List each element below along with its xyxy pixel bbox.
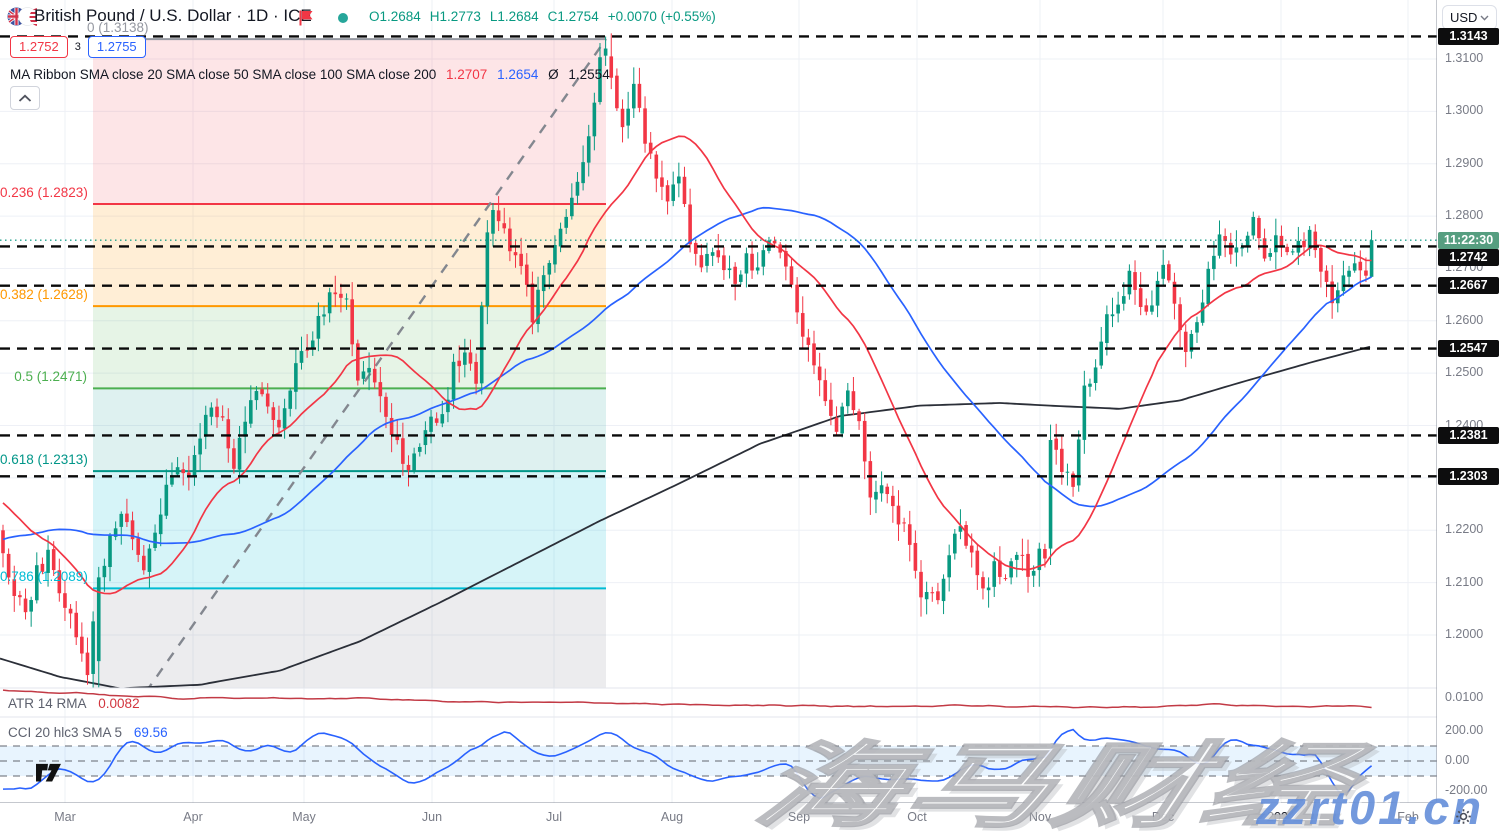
fib-level-label: 0.5 (1.2471) (14, 369, 87, 385)
price-scale-label: 1.3000 (1445, 103, 1484, 118)
ohlc-change: +0.0070 (+0.55%) (607, 9, 716, 24)
chevron-up-icon (18, 94, 32, 102)
atr-scale-label: 0.0100 (1445, 690, 1484, 704)
gbpusd-pair-icon[interactable] (7, 7, 37, 26)
currency-selector[interactable]: USD (1442, 5, 1497, 30)
price-level-label: 1.2667 (1438, 277, 1499, 295)
time-axis-label: Jun (421, 810, 443, 824)
ohlc-low: L1.2684 (489, 9, 539, 24)
ma-ribbon-sma20-value: 1.2707 (446, 67, 488, 82)
ohlc-open: O1.2684 (369, 9, 421, 24)
time-axis-label: Dec (1151, 810, 1175, 824)
order-price-row: 1.2752 3 1.2755 (10, 36, 146, 58)
time-axis-label: 2024 (1267, 810, 1295, 824)
ma-ribbon-legend[interactable]: MA Ribbon SMA close 20 SMA close 50 SMA … (10, 67, 616, 82)
time-axis-label: Jul (546, 810, 562, 824)
ma-ribbon-sma50-value: 1.2654 (497, 67, 539, 82)
flag-icon[interactable] (297, 9, 315, 27)
price-level-label: 1.2547 (1438, 340, 1499, 358)
ohlc-readout: O1.2684 H1.2773 L1.2684 C1.2754 +0.0070 … (369, 9, 716, 24)
price-scale-label: 1.2000 (1445, 626, 1484, 641)
atr-pane-legend[interactable]: ATR 14 RMA 0.0082 (8, 696, 140, 711)
cci-scale-label: -200.00 (1445, 783, 1488, 797)
atr-label: ATR 14 RMA (8, 696, 87, 711)
time-axis-label: Aug (660, 810, 684, 824)
ohlc-high: H1.2773 (429, 9, 481, 24)
legend-collapse-button[interactable] (10, 86, 40, 110)
ma-ribbon-avg-prefix: Ø (548, 67, 559, 82)
cci-value: 69.56 (133, 725, 168, 740)
price-level-label: 1.3143 (1438, 27, 1499, 45)
price-scale-label: 1.2800 (1445, 208, 1484, 223)
sell-price-tag[interactable]: 1.2752 (10, 36, 68, 58)
price-scale-label: 1.2200 (1445, 522, 1484, 537)
countdown-label: 11:22:30 (1438, 231, 1499, 249)
time-axis-label: Mar (54, 810, 76, 824)
time-axis-label: Sep (787, 810, 811, 824)
price-scale-label: 1.2500 (1445, 365, 1484, 380)
atr-value: 0.0082 (98, 696, 140, 711)
settings-gear-icon[interactable] (1455, 808, 1472, 825)
time-axis[interactable]: Mar Apr May Jun Jul Aug Sep Oct Nov Dec 2024 Feb (0, 803, 1501, 835)
price-scale-label: 1.2900 (1445, 155, 1484, 170)
price-level-label: 1.2381 (1438, 426, 1499, 444)
price-scale[interactable]: USD 1.3100 1.3000 1.2900 1.2800 1.2700 1.2600… (1437, 0, 1501, 803)
fib-level-label: 0.382 (1.2628) (0, 287, 88, 303)
fib-level-label: 0 (1.3138) (87, 20, 149, 36)
cci-pane-legend[interactable]: CCI 20 hlc3 SMA 5 69.56 (8, 725, 168, 740)
ma-ribbon-avg-value: 1.2554 (568, 67, 610, 82)
ma-ribbon-title: MA Ribbon SMA close 20 SMA close 50 SMA … (10, 67, 437, 82)
time-axis-label: Oct (907, 810, 927, 824)
fib-level-label: 0.618 (1.2313) (0, 452, 88, 468)
fib-level-label: 0.786 (1.2089) (0, 569, 88, 585)
price-scale-label: 1.3100 (1445, 51, 1484, 65)
chevron-down-icon (1480, 15, 1489, 21)
cci-scale-label: 200.00 (1445, 723, 1484, 737)
price-level-label: 1.2742 (1438, 249, 1499, 266)
cci-label: CCI 20 hlc3 SMA 5 (8, 725, 123, 740)
ohlc-close: C1.2754 (547, 9, 599, 24)
time-axis-label: Nov (1028, 810, 1052, 824)
cci-scale-label: 0.00 (1445, 753, 1470, 767)
time-axis-label: Feb (1397, 810, 1419, 824)
time-axis-label: Apr (183, 810, 203, 824)
time-axis-label: May (292, 810, 316, 824)
symbol-title[interactable]: British Pound / U.S. Dollar · 1D · ICE (34, 6, 312, 25)
price-scale-label: 1.2600 (1445, 312, 1484, 327)
price-scale-label: 1.2100 (1445, 574, 1484, 589)
spread-value: 3 (74, 41, 81, 53)
tradingview-logo[interactable] (36, 762, 62, 788)
market-status-icon[interactable] (338, 13, 348, 23)
fib-level-label: 0.236 (1.2823) (0, 185, 88, 201)
currency-selector-value: USD (1450, 10, 1478, 25)
price-level-label: 1.2303 (1438, 467, 1499, 485)
chart-header: British Pound / U.S. Dollar · 1D · ICE O… (0, 0, 1430, 32)
buy-price-tag[interactable]: 1.2755 (87, 36, 146, 58)
